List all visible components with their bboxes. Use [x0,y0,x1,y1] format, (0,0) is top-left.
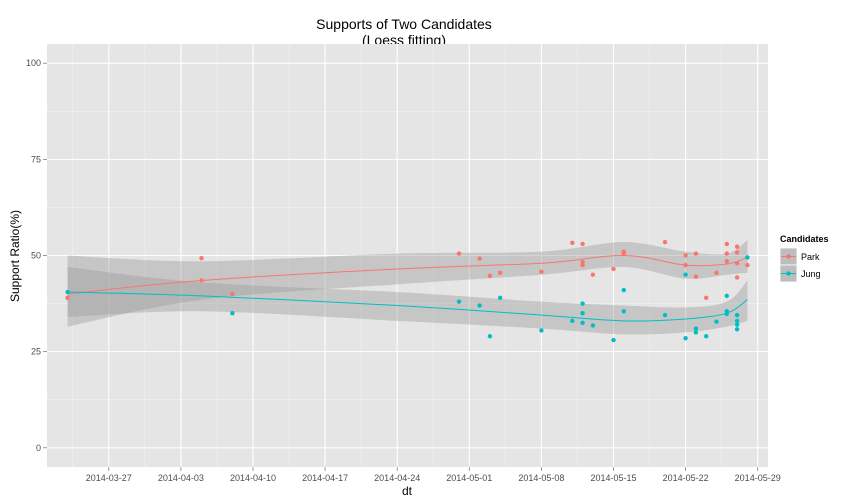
point-park [724,251,729,256]
point-jung [230,310,235,316]
point-jung [65,289,70,295]
legend: Candidates Park Jung [779,234,829,283]
point-jung [590,323,596,328]
y-tick-label: 0 [36,443,41,453]
point-park [734,244,740,249]
point-park [621,251,626,256]
x-tick-label: 2014-04-10 [230,473,276,483]
point-jung [745,255,750,260]
x-tick-label: 2014-05-01 [446,473,492,483]
legend-label-park: Park [801,252,820,262]
point-park [580,259,585,265]
y-tick-label: 75 [31,154,41,164]
x-tick-label: 2014-05-22 [663,473,709,483]
point-jung [580,320,585,325]
y-axis-title: Support Ratio(%) [8,210,22,302]
point-park [539,269,544,274]
point-jung [580,301,585,306]
grid [47,44,768,467]
fit-line-jung [67,291,748,322]
point-jung [734,318,740,324]
x-tick-label: 2014-03-27 [86,473,132,483]
legend-title: Candidates [780,234,829,244]
point-jung [704,334,709,339]
point-park [498,270,503,276]
point-jung [734,322,740,327]
x-tick-label: 2014-05-29 [735,473,781,483]
point-jung [714,319,719,324]
point-park [724,241,729,247]
point-park [230,291,235,297]
point-park [199,255,204,261]
point-park [65,295,70,300]
point-jung [662,312,668,318]
point-park [724,259,729,264]
legend-point-jung [786,271,791,276]
point-jung [734,327,740,332]
point-park [734,250,740,255]
y-tick-label: 100 [26,58,41,68]
point-jung [683,335,688,341]
point-park [580,241,585,247]
x-tick-label: 2014-04-17 [302,473,348,483]
point-jung [570,318,575,324]
point-park [683,262,688,268]
legend-label-jung: Jung [801,269,821,279]
point-park [704,295,709,300]
point-jung [693,326,699,331]
y-tick-label: 25 [31,347,41,357]
point-jung [693,330,699,335]
point-jung [456,299,462,304]
legend-point-park [786,254,791,259]
point-park [734,260,740,266]
point-jung [724,311,729,317]
point-park [693,274,699,279]
point-jung [621,309,626,314]
point-park [683,253,688,258]
point-jung [734,312,740,318]
y-tick-label: 50 [31,251,41,261]
data-points [65,239,750,343]
y-axis-ticks: 0 25 50 75 100 [26,58,47,453]
point-jung [580,310,585,316]
point-park [611,266,616,272]
point-park [477,256,482,261]
x-axis-ticks: 2014-03-27 2014-04-03 2014-04-10 2014-04-17… [86,467,781,483]
point-park [590,272,596,277]
point-park [456,251,462,256]
point-jung [683,272,688,277]
x-tick-label: 2014-04-03 [158,473,204,483]
point-jung [498,295,503,300]
point-jung [724,293,729,299]
point-park [487,273,493,279]
point-jung [477,303,482,308]
point-jung [539,328,544,333]
confidence-band-park [67,240,748,327]
x-tick-label: 2014-04-24 [374,473,420,483]
point-jung [611,337,616,343]
point-park [734,275,740,280]
point-park [693,251,699,256]
point-park [570,240,575,246]
point-park [199,278,204,283]
x-axis-title: dt [402,484,413,498]
point-park [662,239,668,245]
x-tick-label: 2014-05-08 [518,473,564,483]
point-park [580,262,585,268]
chart-title: Supports of Two Candidates [316,16,492,32]
x-tick-label: 2014-05-15 [590,473,636,483]
point-jung [621,287,626,293]
point-park [745,262,750,268]
point-jung [487,334,493,339]
point-park [714,270,719,276]
